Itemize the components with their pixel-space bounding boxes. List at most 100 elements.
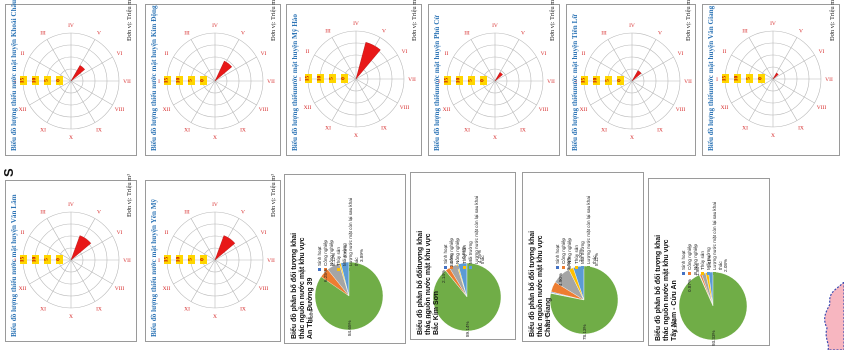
month-label: IX [381,125,387,131]
radar-spoke [46,39,72,82]
radar-spoke [173,235,216,261]
tick-box [44,255,51,264]
month-label: IX [96,127,102,133]
pie-chart [314,261,384,331]
month-label: X [69,135,73,141]
pie-percent-label: 78.13% [582,324,587,340]
radar-spoke [29,56,72,82]
legend-swatch [587,266,591,269]
month-label: VI [261,230,267,236]
deficit-sector [70,65,86,82]
month-label: IV [629,23,635,29]
pie-percent-label: 6.12% [331,252,336,266]
legend-swatch [349,268,353,271]
month-label: XI [184,127,190,133]
pie-chart [549,265,619,335]
pie-percent-label: 6.25% [323,268,328,282]
pie-percent-label: 8.86% [566,256,571,270]
tick-box [20,255,27,264]
legend-swatch [556,266,559,269]
month-label: XI [40,127,46,133]
tick-label: 15 [305,76,311,82]
legend-swatch [462,266,466,269]
tick-box [329,74,336,83]
month-label: III [40,210,46,216]
month-label: VIII [539,107,549,113]
tick-label: 5 [329,77,335,80]
tick-label: 15 [164,78,170,84]
radar-chart-panel: I II III IV V VI VII VIII IX X XI XII 15 10 5 0 Biểu đồ … [702,0,840,156]
unit-label: Đơn vị: Triệu m³ [126,173,133,217]
tick-box [444,76,451,85]
pie-slice [678,271,748,341]
radar-spoke [772,54,815,80]
pie-percent-label: 93.33% [711,330,716,346]
legend-swatch [336,268,340,271]
month-label: IX [657,127,663,133]
radar-chart-panel: I II III IV V VI VII VIII IX X XI XII 15 10 5 0 Biểu đồ … [5,0,137,156]
pie-percent-label: 0.66% [461,245,466,259]
month-label: IV [353,21,359,27]
radar-spoke [173,80,216,106]
radar-spoke [173,259,216,285]
tick-label: 0 [617,79,623,82]
legend-swatch [682,272,685,275]
radar-spoke [355,78,381,121]
month-label: I [299,77,301,83]
radar-spoke [731,54,774,80]
tick-label: 0 [200,79,206,82]
radar-spoke [70,259,96,302]
month-label: X [771,133,775,139]
month-label: III [464,31,470,37]
month-label: XII [721,105,729,111]
tick-box [593,76,600,85]
radar-spoke [190,218,216,261]
legend-swatch [688,272,692,275]
tick-box [468,76,475,85]
month-label: II [21,230,25,236]
month-label: VII [123,258,131,264]
radar-chart-title: Biểu đồ lượng thiếu nước mặt huyện Kim Đ… [150,5,158,151]
radar-spoke [607,80,633,123]
month-label: VIII [400,105,410,111]
radar-spoke [748,78,774,121]
radar-chart-title: Biểu đồ lượng thiếunước mặt huyện Tiên L… [571,14,579,151]
radar-spoke [70,235,113,261]
tick-label: 10 [734,76,740,82]
tick-box [341,74,348,83]
radar-spoke [214,80,257,106]
month-label: VI [117,51,123,57]
month-label: III [601,31,607,37]
tick-box [188,76,195,85]
tick-box [734,74,741,83]
radar-chart-title: Biểu đồ lượng thiếu nước mặt huyện Văn L… [10,194,18,337]
month-label: IX [96,306,102,312]
tick-box [456,76,463,85]
radar-spoke [331,78,357,121]
radar-spoke [214,80,240,123]
pie-percent-label: 0.08% [309,308,314,322]
radar-chart-title: Biểu đồ lượng thiếunước mặt huyện Phù Cừ [433,15,441,151]
pie-slice [432,262,502,332]
month-label: VII [547,79,555,85]
radar-chart-title: Biểu đồ lượng thiếu nước mặt huyện Yên M… [150,198,158,337]
month-label: VII [267,79,275,85]
tick-label: 0 [480,79,486,82]
month-label: XII [163,286,171,292]
radar-chart-panel: I II III IV V VI VII VIII IX X XI XII 15 10 5 0 Biểu đồ … [286,0,422,156]
pie-percent-label: 0.44% [544,312,549,326]
month-label: IV [212,23,218,29]
tick-label: 15 [581,78,587,84]
legend-swatch [456,266,460,269]
month-label: I [14,79,16,85]
tick-box [317,74,324,83]
month-label: V [97,31,101,37]
legend-swatch [444,266,447,269]
radar-spoke [453,56,496,82]
pie-percent-label: 5.12% [594,252,599,266]
tick-label: 15 [20,257,26,263]
month-label: I [438,79,440,85]
month-label: XII [443,107,451,113]
